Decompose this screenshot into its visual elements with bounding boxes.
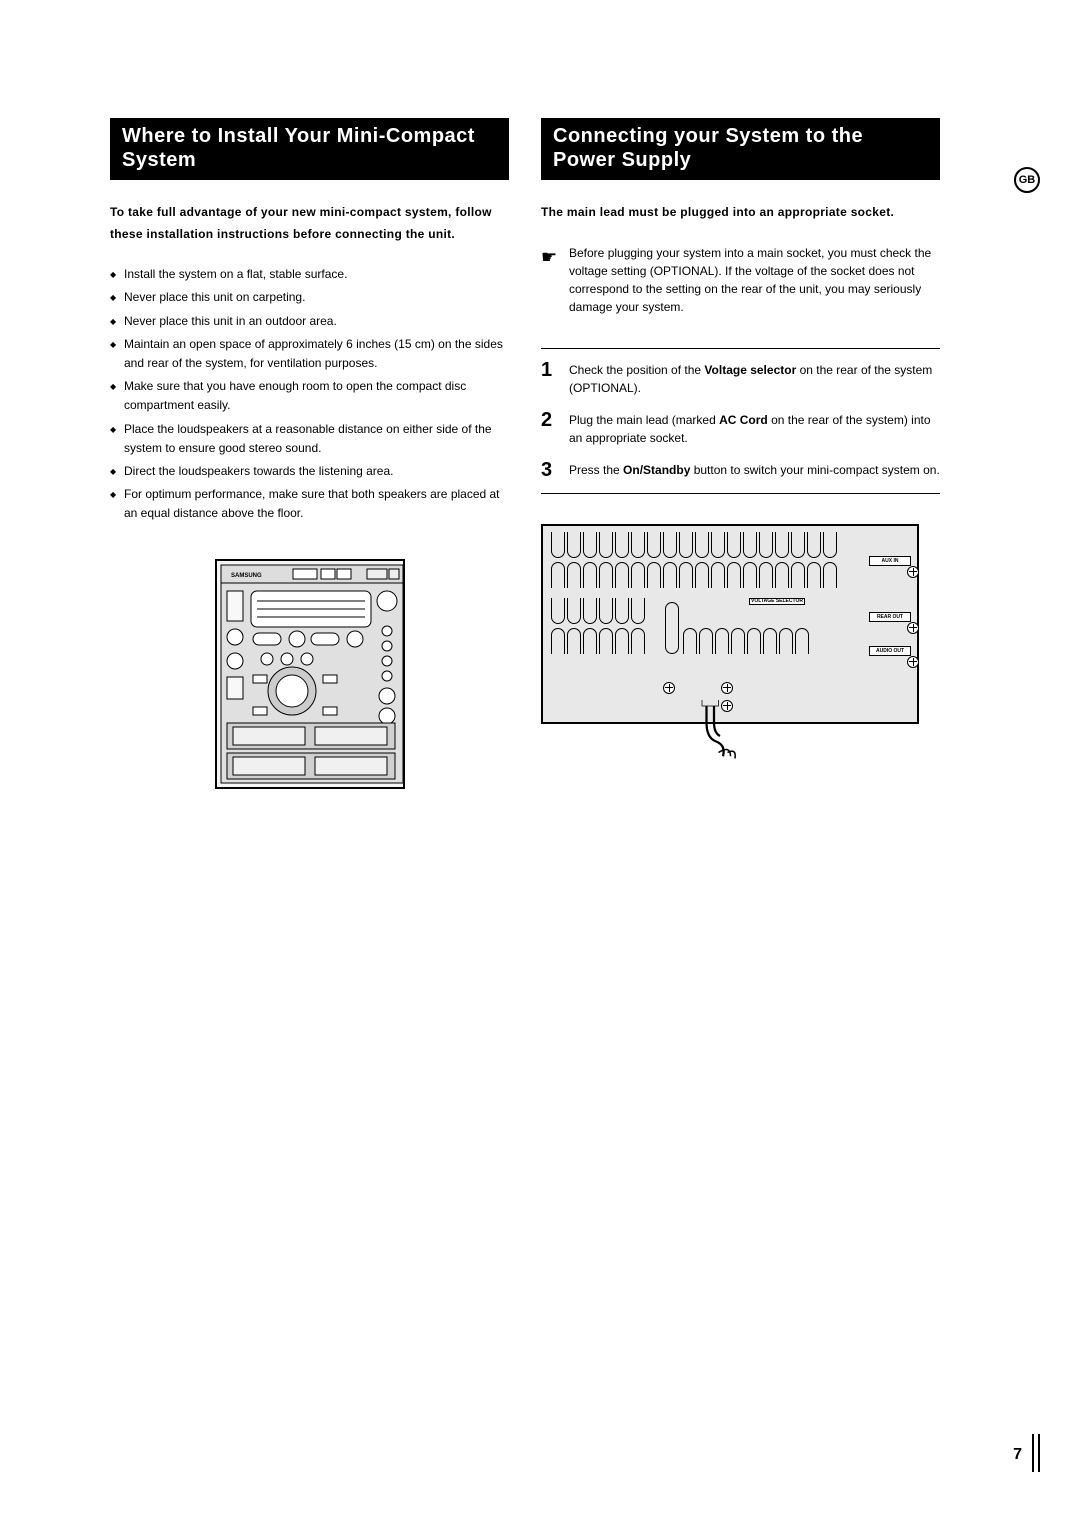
list-item: Maintain an open space of approximately …: [110, 335, 509, 373]
list-item: Place the loudspeakers at a reasonable d…: [110, 420, 509, 458]
list-item: Install the system on a flat, stable sur…: [110, 265, 509, 284]
left-column: Where to Install Your Mini-Compact Syste…: [110, 118, 509, 789]
left-intro: To take full advantage of your new mini-…: [110, 202, 509, 245]
install-bullet-list: Install the system on a flat, stable sur…: [110, 265, 509, 523]
voltage-note: ☛ Before plugging your system into a mai…: [541, 244, 940, 330]
aux-in-label: AUX IN: [869, 556, 911, 566]
step-number: 2: [541, 409, 569, 447]
step-text: Check the position of the Voltage select…: [569, 359, 940, 397]
list-item: Never place this unit on carpeting.: [110, 288, 509, 307]
pointer-icon: ☛: [541, 244, 569, 316]
voltage-selector-label: VOLTAGE SELECTOR: [749, 598, 805, 606]
list-item: 1 Check the position of the Voltage sele…: [541, 359, 940, 397]
stereo-front-illustration: SAMSUNG: [215, 559, 405, 789]
list-item: For optimum performance, make sure that …: [110, 485, 509, 523]
note-text: Before plugging your system into a main …: [569, 244, 940, 316]
language-badge: GB: [1014, 167, 1040, 193]
page-content: Where to Install Your Mini-Compact Syste…: [110, 118, 940, 789]
step-number: 3: [541, 459, 569, 481]
divider: [541, 493, 940, 494]
audio-out-label: AUDIO OUT: [869, 646, 911, 656]
rear-panel-illustration: VOLTAGE SELECTOR AUX IN REAR OUT AUDIO O…: [541, 524, 919, 724]
svg-text:SAMSUNG: SAMSUNG: [231, 573, 262, 579]
divider: [541, 348, 940, 349]
step-text: Plug the main lead (marked AC Cord on th…: [569, 409, 940, 447]
step-number: 1: [541, 359, 569, 397]
list-item: Make sure that you have enough room to o…: [110, 377, 509, 415]
list-item: Direct the loudspeakers towards the list…: [110, 462, 509, 481]
footer-decoration: [1032, 1434, 1040, 1472]
page-number: 7: [1013, 1446, 1022, 1464]
right-intro: The main lead must be plugged into an ap…: [541, 202, 940, 224]
left-section-title: Where to Install Your Mini-Compact Syste…: [110, 118, 509, 180]
list-item: 2 Plug the main lead (marked AC Cord on …: [541, 409, 940, 447]
right-section-title: Connecting your System to the Power Supp…: [541, 118, 940, 180]
list-item: Never place this unit in an outdoor area…: [110, 312, 509, 331]
power-cable-icon: [693, 700, 753, 760]
list-item: 3 Press the On/Standby button to switch …: [541, 459, 940, 481]
steps-list: 1 Check the position of the Voltage sele…: [541, 359, 940, 481]
rear-out-label: REAR OUT: [869, 612, 911, 622]
right-column: Connecting your System to the Power Supp…: [541, 118, 940, 789]
step-text: Press the On/Standby button to switch yo…: [569, 459, 940, 481]
